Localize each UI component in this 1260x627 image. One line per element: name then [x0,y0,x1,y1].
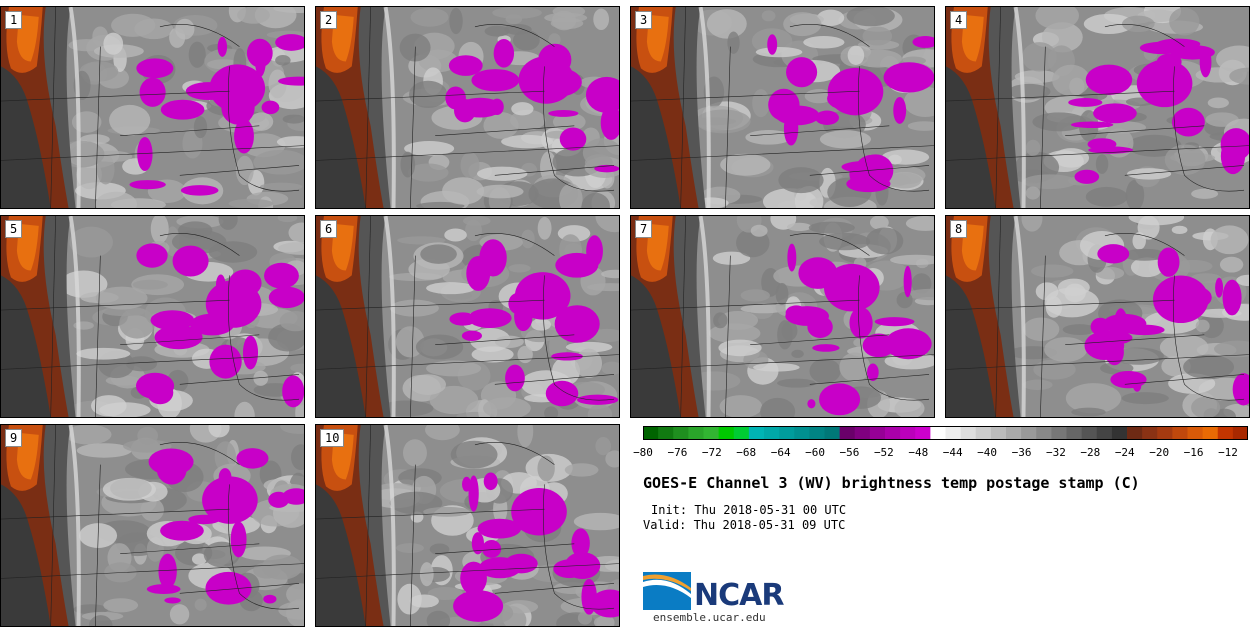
stamp-member-7: 7 [630,215,935,418]
colorbar-tick-label: −48 [908,446,929,459]
colorbar-tick-label: −40 [977,446,998,459]
colorbar-tick-label: −52 [873,446,894,459]
colorbar-tick-label: −20 [1149,446,1170,459]
colorbar-swatch [885,426,901,440]
colorbar-tick-label: −60 [805,446,825,459]
colorbar-tick-label: −80 [633,446,653,459]
colorbar-swatch [1051,426,1067,440]
colorbar-swatch [960,426,977,440]
colorbar-tick-label: −12 [1218,446,1238,459]
colorbar-swatch [718,426,735,440]
colorbar-swatch [990,426,1007,440]
colorbar-tick-label: −68 [736,446,757,459]
colorbar-swatch [673,426,689,440]
colorbar-tick-label: −28 [1080,446,1101,459]
stamp-member-8: 8 [945,215,1250,418]
colorbar-swatch [794,426,810,440]
colorbar-swatch [1217,426,1234,440]
member-number: 1 [5,11,23,29]
colorbar-swatch [643,426,659,440]
colorbar-swatch [688,426,704,440]
ncar-url: ensemble.ucar.edu [653,611,766,624]
member-number: 5 [5,220,23,238]
colorbar-swatch [1157,426,1173,440]
member-number: 9 [5,429,23,447]
colorbar-swatch [1036,426,1052,440]
colorbar-swatch [809,426,825,440]
ncar-logo-text: NCAR [694,578,784,613]
member-number: 6 [320,220,338,238]
member-number: 10 [320,429,345,447]
member-number: 7 [635,220,653,238]
stamp-member-9: 9 [0,424,305,627]
colorbar-tick-label: −76 [667,446,688,459]
colorbar-swatch [1142,426,1158,440]
init-time: Init: Thu 2018-05-31 00 UTC [651,503,847,517]
colorbar-swatch [915,426,931,440]
colorbar-swatch [748,426,765,440]
plot-title: GOES-E Channel 3 (WV) brightness temp po… [643,474,1140,492]
colorbar-swatch [1111,426,1128,440]
colorbar-swatch [930,426,946,440]
stamp-member-10: 10 [315,424,620,627]
colorbar [643,426,1248,440]
colorbar-swatch [1202,426,1219,440]
colorbar-swatch [703,426,720,440]
colorbar-swatch [869,426,886,440]
stamp-member-6: 6 [315,215,620,418]
member-number: 2 [320,11,338,29]
colorbar-swatch [1081,426,1098,440]
colorbar-tick-label: −24 [1114,446,1135,459]
colorbar-swatch [900,426,916,440]
stamp-member-1: 1 [0,6,305,209]
colorbar-tick-label: −36 [1011,446,1032,459]
colorbar-tick-label: −16 [1183,446,1204,459]
colorbar-tick-label: −72 [701,446,722,459]
colorbar-swatch [658,426,674,440]
colorbar-swatch [1172,426,1188,440]
member-number: 3 [635,11,653,29]
colorbar-swatch [854,426,871,440]
colorbar-tick-label: −44 [942,446,963,459]
colorbar-swatch [779,426,795,440]
ncar-logo-icon [643,572,691,610]
member-number: 4 [950,11,968,29]
colorbar-swatch [839,426,856,440]
colorbar-swatch [1006,426,1022,440]
stamp-member-4: 4 [945,6,1250,209]
valid-time: Valid: Thu 2018-05-31 09 UTC [643,518,846,532]
colorbar-tick-label: −64 [770,446,791,459]
stamp-member-5: 5 [0,215,305,418]
colorbar-swatch [975,426,992,440]
colorbar-swatch [1187,426,1204,440]
colorbar-swatch [1096,426,1113,440]
colorbar-tick-label: −56 [839,446,860,459]
stamp-member-2: 2 [315,6,620,209]
colorbar-swatch [1232,426,1248,440]
colorbar-swatch [1021,426,1037,440]
colorbar-swatch [764,426,780,440]
colorbar-tick-label: −32 [1046,446,1066,459]
member-number: 8 [950,220,968,238]
colorbar-swatch [945,426,962,440]
colorbar-swatch [733,426,750,440]
stamp-member-3: 3 [630,6,935,209]
colorbar-swatch [824,426,841,440]
colorbar-swatch [1066,426,1083,440]
colorbar-swatch [1127,426,1143,440]
